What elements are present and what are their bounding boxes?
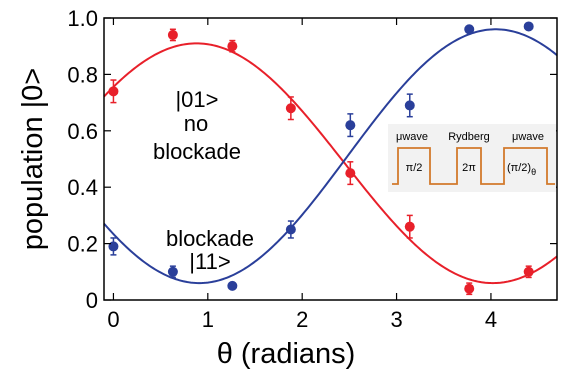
x-axis-label: θ (radians)	[217, 338, 356, 370]
label-no: no	[184, 111, 208, 136]
y-tick-label: 0.8	[67, 62, 98, 87]
data-point	[345, 168, 356, 179]
data-points	[108, 21, 534, 296]
y-tick-label: 0	[86, 288, 98, 313]
data-point	[523, 266, 534, 277]
data-point	[227, 41, 238, 52]
data-point	[464, 24, 475, 35]
data-point	[108, 86, 119, 97]
y-axis-label: population |0>	[17, 68, 49, 251]
y-tick-label: 0.4	[67, 175, 98, 200]
axis-ticks: 0 1 2 3 4 0 0.2 0.4 0.6 0.8 1.0	[67, 6, 557, 332]
data-point	[345, 120, 356, 131]
data-point	[227, 280, 238, 291]
inset-background	[388, 124, 556, 192]
x-tick-label: 1	[202, 307, 214, 332]
label-01-state: |01>	[175, 87, 218, 112]
inset-label-microwave-1: μwave	[396, 131, 428, 143]
label-11-state: |11>	[189, 249, 230, 274]
inset-pulse-text: (π/2)	[507, 162, 531, 174]
x-tick-label: 2	[296, 307, 308, 332]
inset-pulse-pi-half: π/2	[406, 162, 423, 174]
fit-curve	[103, 28, 558, 285]
inset-label-rydberg: Rydberg	[448, 131, 490, 143]
label-blockade-red: blockade	[153, 139, 241, 164]
data-point	[523, 21, 534, 32]
label-blockade-blue: blockade	[166, 226, 254, 251]
fit-curve	[103, 42, 558, 285]
plot-frame	[103, 17, 558, 301]
data-point	[404, 221, 415, 232]
y-tick-label: 0.6	[67, 119, 98, 144]
fit-curves	[103, 28, 558, 285]
inset-pulse-pi-half-theta: (π/2)θ	[507, 162, 536, 177]
y-tick-label: 0.2	[67, 232, 98, 257]
data-point	[404, 100, 415, 111]
data-point	[108, 241, 119, 252]
x-tick-label: 4	[485, 307, 497, 332]
x-tick-label: 3	[390, 307, 402, 332]
data-point	[285, 224, 296, 235]
x-tick-label: 0	[107, 307, 119, 332]
data-point	[167, 29, 178, 40]
pulse-sequence-inset: μwave Rydberg μwave π/2 2π (π/2)θ	[388, 124, 556, 192]
data-point	[285, 103, 296, 114]
inset-label-microwave-2: μwave	[512, 131, 544, 143]
y-tick-label: 1.0	[67, 6, 98, 31]
inset-pulse-2pi: 2π	[462, 162, 476, 174]
data-point	[167, 266, 178, 277]
pulse-waveform	[392, 147, 555, 185]
data-point	[464, 283, 475, 294]
inset-pulse-subscript: θ	[531, 167, 536, 177]
